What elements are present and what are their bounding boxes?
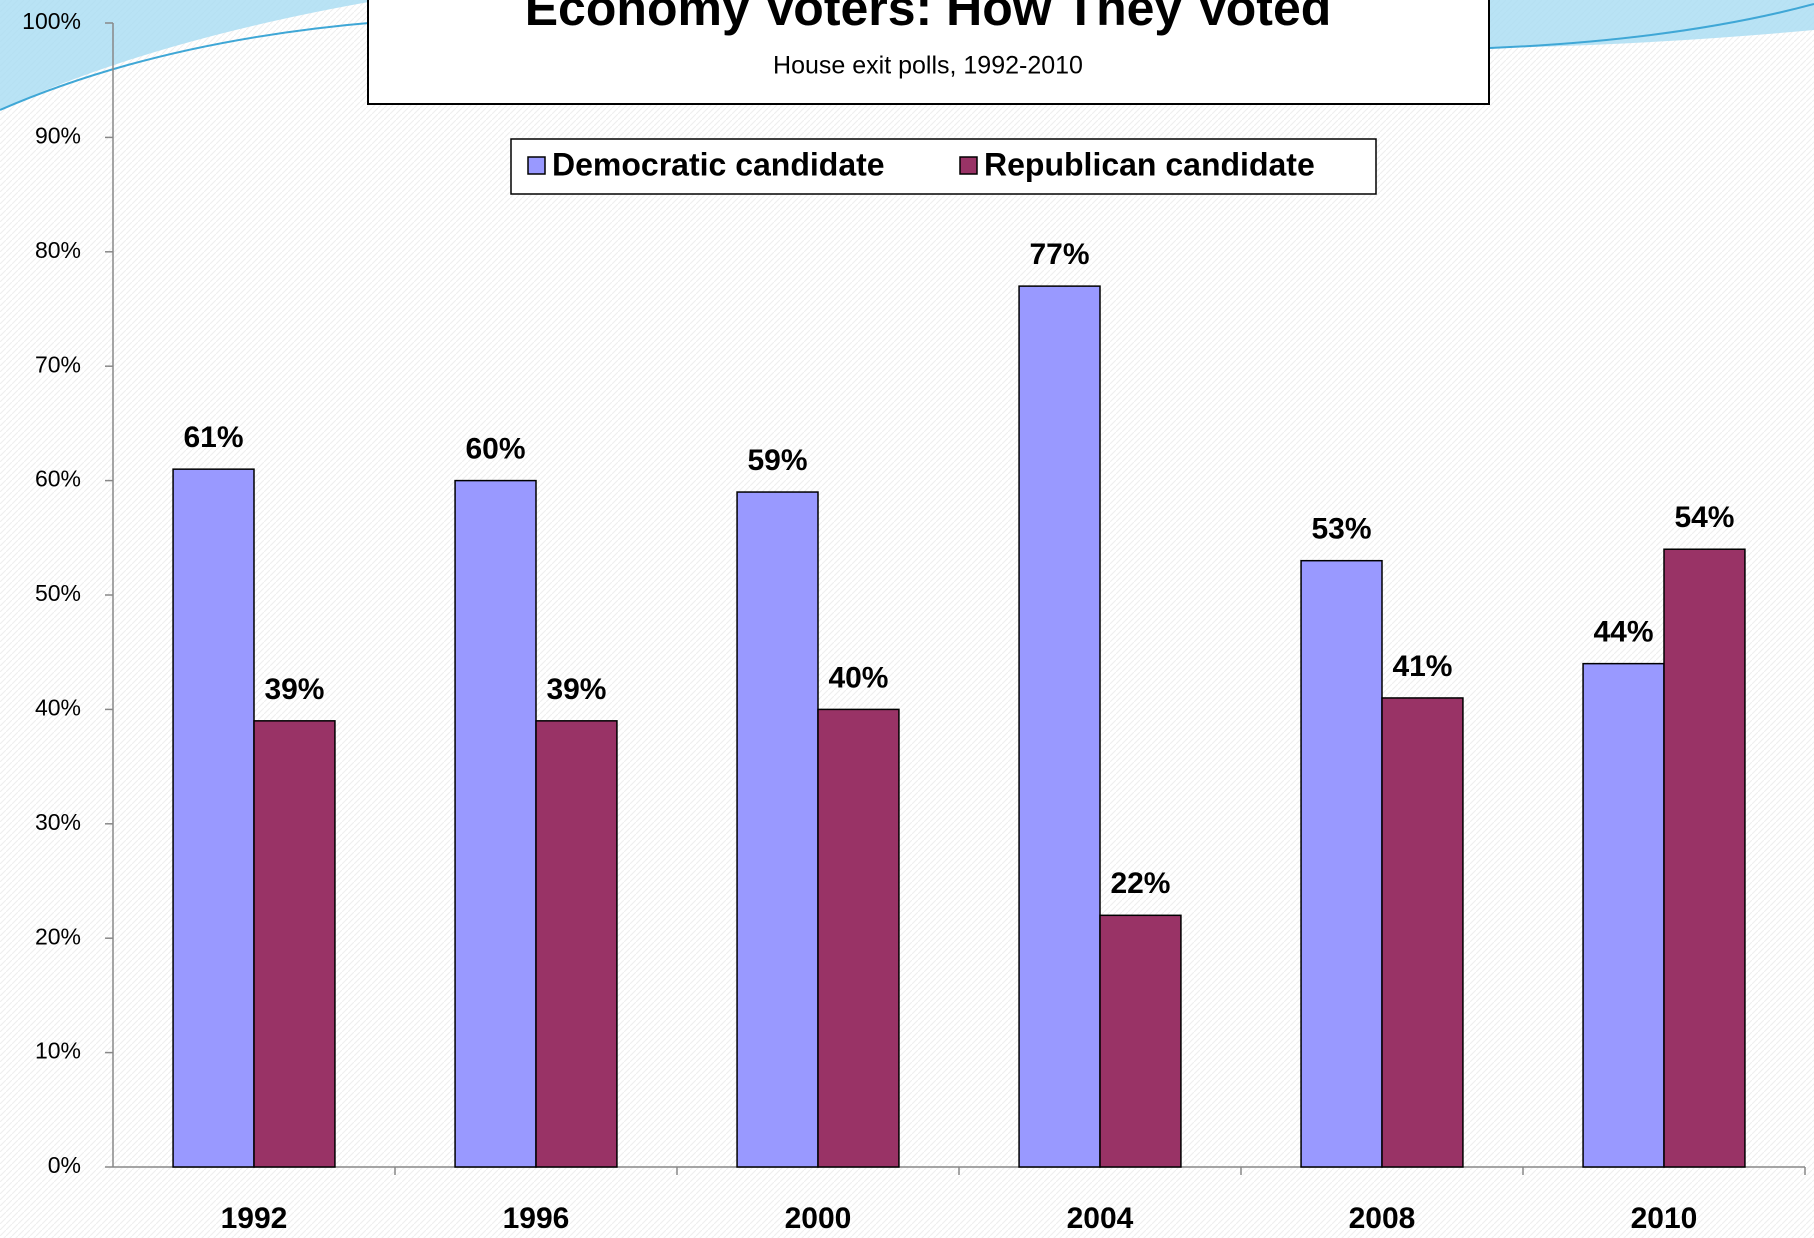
chart-subtitle: House exit polls, 1992-2010 <box>773 52 1083 80</box>
y-tick-label: 30% <box>35 809 81 835</box>
y-tick-label: 0% <box>48 1152 81 1178</box>
y-tick-label: 50% <box>35 580 81 606</box>
legend-label: Republican candidate <box>984 146 1315 182</box>
legend-label: Democratic candidate <box>552 146 885 182</box>
bar <box>1018 285 1101 1168</box>
data-label: 22% <box>1110 867 1170 900</box>
x-tick-label: 1992 <box>221 1202 288 1235</box>
data-label: 77% <box>1030 238 1090 271</box>
decor-swoosh <box>0 0 380 110</box>
y-tick-label: 80% <box>35 237 81 263</box>
decor-line <box>0 21 381 111</box>
data-label: 54% <box>1674 501 1734 534</box>
decor-line <box>1489 3 1814 49</box>
data-label: 39% <box>546 673 606 706</box>
bar <box>535 720 618 1168</box>
y-tick-label: 10% <box>35 1038 81 1064</box>
y-tick-label: 90% <box>35 122 81 148</box>
bar <box>1099 914 1182 1168</box>
bar <box>1582 662 1665 1168</box>
data-label: 44% <box>1594 616 1654 649</box>
decor-swoosh <box>1490 0 1814 48</box>
data-label: 61% <box>184 421 244 454</box>
title-box <box>367 0 1490 105</box>
legend-box <box>510 138 1377 195</box>
y-tick-label: 100% <box>22 8 81 34</box>
data-label: 59% <box>748 444 808 477</box>
x-tick-label: 2008 <box>1349 1202 1416 1235</box>
y-tick-label: 20% <box>35 923 81 949</box>
x-tick-label: 2010 <box>1631 1202 1698 1235</box>
legend-swatch <box>959 156 978 175</box>
y-tick-label: 60% <box>35 466 81 492</box>
bar <box>172 468 255 1168</box>
legend-swatch <box>527 156 546 175</box>
bar <box>1300 559 1383 1168</box>
chart-title: Economy Voters: How They Voted <box>525 0 1332 36</box>
data-label: 53% <box>1312 513 1372 546</box>
data-label: 41% <box>1392 650 1452 683</box>
x-tick-label: 2000 <box>785 1202 852 1235</box>
bar <box>454 479 537 1168</box>
bar <box>1663 548 1746 1168</box>
x-tick-label: 2004 <box>1067 1202 1134 1235</box>
y-tick-label: 40% <box>35 694 81 720</box>
bar <box>1381 697 1464 1168</box>
bar <box>253 720 336 1168</box>
data-label: 39% <box>264 673 324 706</box>
y-tick-label: 70% <box>35 351 81 377</box>
bar <box>817 708 900 1168</box>
data-label: 60% <box>466 433 526 466</box>
data-label: 40% <box>828 661 888 694</box>
bar <box>736 491 819 1168</box>
x-tick-label: 1996 <box>503 1202 570 1235</box>
